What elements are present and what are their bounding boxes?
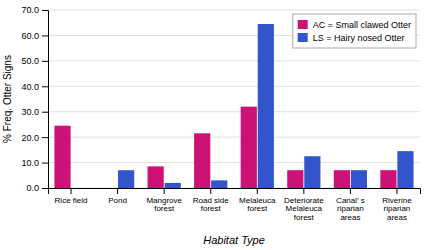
- tick-label: Rice field: [55, 196, 88, 205]
- tick-mark: [42, 10, 48, 11]
- tick: 30.0: [21, 107, 48, 117]
- tick: 40.0: [21, 82, 48, 92]
- axis-line: [42, 11, 49, 189]
- tick-mark: [396, 188, 397, 194]
- tick: 70.0: [21, 5, 48, 15]
- grid-line: [48, 137, 420, 138]
- bar-series: [54, 107, 396, 188]
- legend: AC = Small clawed Otter LS = Hairy nosed …: [293, 14, 416, 48]
- y-axis: 0.0 10.0 20.0 30.0 40.0 50.0 60.0 70.0: [21, 5, 48, 193]
- tick-label: Mangroveforest: [146, 196, 182, 214]
- bar: [165, 183, 181, 188]
- tick: Melaleucaforest: [239, 188, 276, 213]
- bar: [148, 166, 164, 188]
- plot: 0.0 10.0 20.0 30.0 40.0 50.0 60.0 70.0 Rice fiel…: [2, 5, 421, 246]
- tick-mark: [42, 163, 48, 164]
- tick-label: 0.0: [26, 183, 39, 193]
- bar: [101, 188, 117, 189]
- tick-label: DeteriorateMelaleucaforest: [284, 196, 324, 223]
- tick-label: 70.0: [21, 5, 39, 15]
- bar: [334, 170, 350, 188]
- grid-line: [48, 86, 420, 87]
- grid-line: [48, 10, 420, 11]
- bar: [54, 126, 70, 188]
- tick-mark: [42, 137, 48, 138]
- x-axis-title: Habitat Type: [203, 234, 265, 246]
- bar: [380, 170, 396, 188]
- tick-mark: [210, 188, 211, 194]
- tick-mark: [303, 188, 304, 194]
- tick: Rice field: [55, 188, 88, 205]
- bar: [304, 156, 320, 188]
- legend-label: LS = Hairy nosed Otter: [313, 33, 405, 43]
- tick: DeteriorateMelaleucaforest: [284, 188, 324, 222]
- legend-box: [293, 14, 416, 48]
- tick-mark: [42, 35, 48, 36]
- bar: [351, 170, 367, 188]
- tick-label: 20.0: [21, 133, 39, 143]
- grid-line: [48, 60, 420, 61]
- tick-label: 60.0: [21, 31, 39, 41]
- tick-mark: [71, 188, 72, 194]
- tick-label: 10.0: [21, 158, 39, 168]
- tick-label: 40.0: [21, 82, 39, 92]
- bars: [54, 24, 413, 188]
- chart: 0.0 10.0 20.0 30.0 40.0 50.0 60.0 70.0 Rice fiel…: [0, 0, 430, 250]
- tick-mark: [164, 188, 165, 194]
- tick: Mangroveforest: [146, 188, 182, 213]
- tick: 0.0: [26, 183, 48, 193]
- bar: [118, 170, 134, 188]
- grid: [48, 10, 420, 188]
- tick-mark: [42, 86, 48, 87]
- tick-label: Melaleucaforest: [239, 196, 276, 214]
- tick-label: Road sideforest: [193, 196, 230, 214]
- tick: Riverineriparianareas: [382, 188, 412, 222]
- tick-label: Pond: [108, 196, 127, 205]
- x-axis: Rice field Pond Mangroveforest Road sidefor…: [49, 188, 421, 222]
- tick: 50.0: [21, 56, 48, 66]
- tick-mark: [257, 188, 258, 194]
- tick: 10.0: [21, 158, 48, 168]
- tick-mark: [42, 112, 48, 113]
- legend-swatch: [298, 20, 308, 29]
- tick-mark: [42, 61, 48, 62]
- tick-label: Riverineriparianareas: [382, 196, 412, 223]
- bar: [241, 107, 257, 188]
- grid-line: [48, 111, 420, 112]
- bar: [287, 170, 303, 188]
- tick-mark: [350, 188, 351, 194]
- tick: 60.0: [21, 31, 48, 41]
- tick-mark: [117, 188, 118, 194]
- tick: 20.0: [21, 133, 48, 143]
- tick: Road sideforest: [193, 188, 230, 213]
- tick-label: 30.0: [21, 107, 39, 117]
- tick-label: 50.0: [21, 56, 39, 66]
- bar: [71, 188, 87, 189]
- legend-swatch: [298, 33, 308, 42]
- bar-series: [118, 24, 414, 188]
- tick-label: Canal’ sriparianareas: [336, 196, 365, 223]
- legend-label: AC = Small clawed Otter: [313, 20, 411, 30]
- tick-mark: [42, 188, 48, 189]
- axis-line: [49, 189, 421, 195]
- tick: Pond: [108, 188, 127, 205]
- bar: [194, 133, 210, 188]
- bar: [258, 24, 274, 188]
- tick: Canal’ sriparianareas: [336, 188, 365, 222]
- grid-line: [48, 162, 420, 163]
- bar: [397, 151, 413, 188]
- y-axis-title: % Freq. Otter Signs: [2, 55, 13, 143]
- bar: [211, 180, 227, 188]
